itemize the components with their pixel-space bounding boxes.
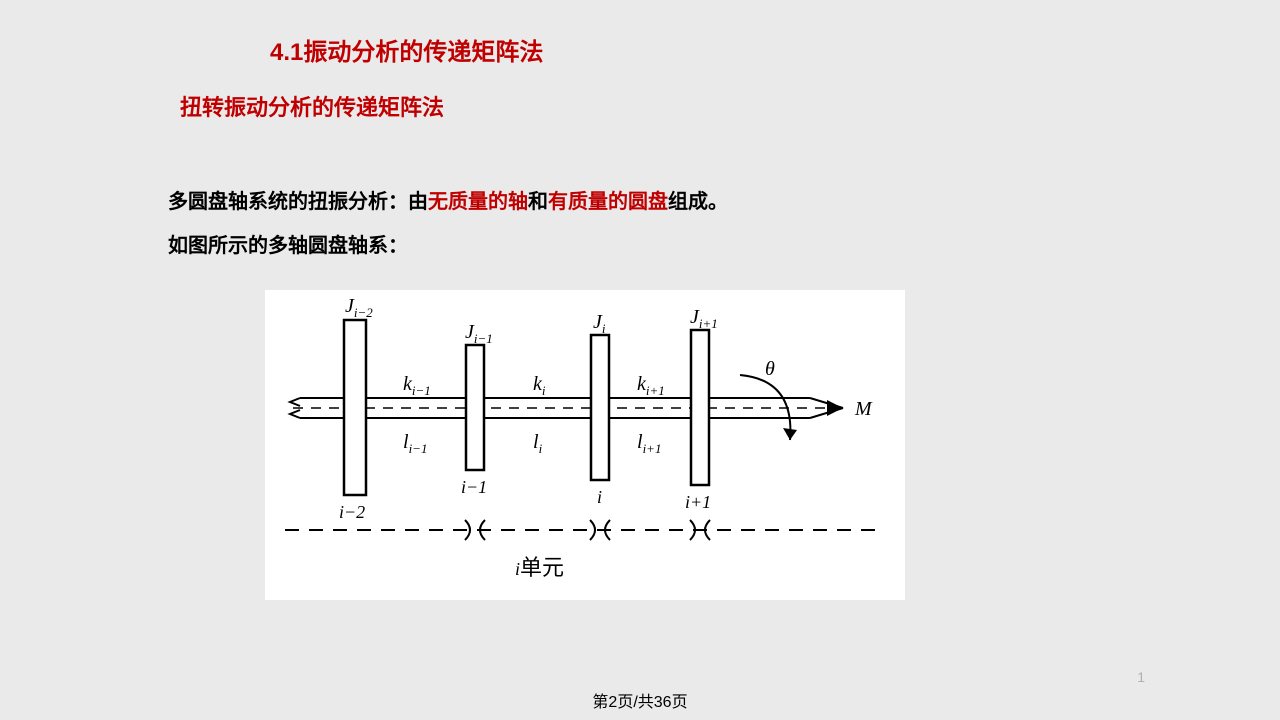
- svg-text:Ji: Ji: [593, 311, 606, 336]
- svg-text:θ: θ: [765, 358, 775, 380]
- shaft-disk-diagram: Ji−2 i−2 Ji−1 i−1 Ji i Ji+1 i+1 ki−1 li−…: [265, 290, 905, 600]
- text-mid: 和: [528, 191, 548, 213]
- text-emphasis-2: 有质量的圆盘: [548, 191, 668, 213]
- svg-text:ki−1: ki−1: [403, 373, 431, 398]
- section-subtitle: 扭转振动分析的传递矩阵法: [180, 90, 444, 122]
- segment-2: ki+1 li+1: [637, 373, 665, 456]
- svg-text:M: M: [854, 398, 873, 420]
- disk-3: Ji+1 i+1: [685, 306, 718, 512]
- svg-text:i: i: [597, 487, 602, 507]
- svg-text:i单元: i单元: [515, 555, 564, 580]
- text-pre: 多圆盘轴系统的扭振分析：由: [168, 191, 428, 213]
- section-title: 4.1振动分析的传递矩阵法: [270, 32, 543, 67]
- svg-text:Ji−1: Ji−1: [465, 321, 493, 346]
- segment-0: ki−1 li−1: [403, 373, 431, 456]
- svg-text:i+1: i+1: [685, 492, 711, 512]
- disk-1: Ji−1 i−1: [461, 321, 493, 497]
- segment-1: ki li: [533, 373, 546, 456]
- text-post: 组成。: [668, 191, 728, 213]
- text-emphasis-1: 无质量的轴: [428, 191, 528, 213]
- svg-text:li+1: li+1: [637, 431, 661, 456]
- slide-number: 1: [1137, 669, 1145, 685]
- disk-2: Ji i: [591, 311, 609, 507]
- svg-text:li−1: li−1: [403, 431, 427, 456]
- page-footer: 第2页/共36页: [592, 688, 687, 712]
- body-paragraph: 多圆盘轴系统的扭振分析：由无质量的轴和有质量的圆盘组成。 如图所示的多轴圆盘轴系…: [168, 180, 728, 268]
- svg-text:Ji−2: Ji−2: [345, 295, 373, 320]
- body-line2: 如图所示的多轴圆盘轴系：: [168, 224, 728, 268]
- svg-text:i−1: i−1: [461, 477, 487, 497]
- svg-text:Ji+1: Ji+1: [690, 306, 718, 331]
- svg-text:li: li: [533, 431, 543, 456]
- svg-text:ki+1: ki+1: [637, 373, 665, 398]
- svg-text:i−2: i−2: [339, 502, 365, 522]
- svg-text:ki: ki: [533, 373, 546, 398]
